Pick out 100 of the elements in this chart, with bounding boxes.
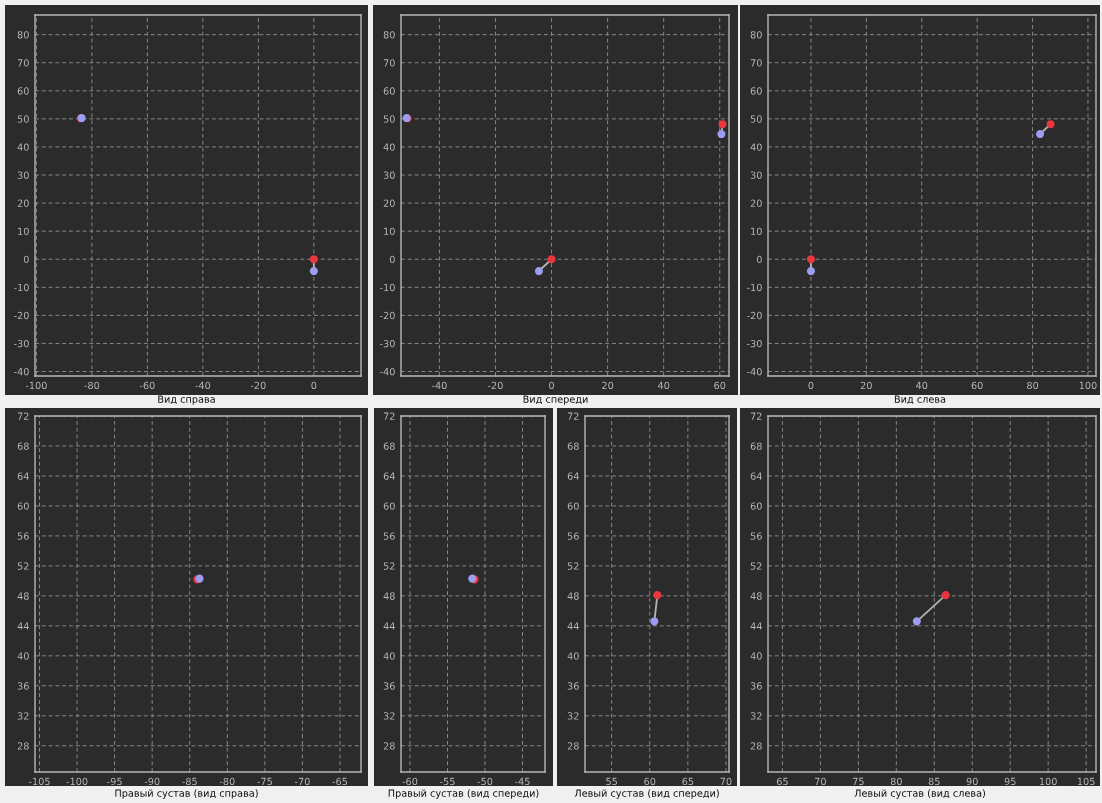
y-tick-label: 40	[567, 652, 579, 660]
y-tick-label: -10	[14, 283, 29, 292]
y-tick-label: 40	[17, 143, 29, 151]
y-tick-label: 60	[17, 87, 29, 95]
y-tick-label: 30	[750, 171, 762, 179]
y-tick-label: 52	[17, 562, 29, 570]
y-tick-label: 40	[17, 652, 29, 660]
x-tick-label: 105	[1077, 777, 1095, 786]
x-tick-label: 55	[606, 777, 617, 786]
x-tick-label: -90	[144, 777, 160, 786]
point	[806, 255, 815, 264]
x-tick-label: -75	[257, 777, 272, 786]
x-tick-label: 65	[776, 777, 788, 786]
x-tick-label: 80	[890, 777, 902, 786]
x-tick-label: -60	[402, 777, 418, 786]
x-tick-label: 0	[311, 381, 317, 390]
x-axis-title: Левый сустав (вид спереди)	[574, 789, 719, 799]
y-tick-label: 20	[17, 199, 29, 207]
y-tick-label: 50	[17, 115, 29, 123]
y-tick-label: 56	[567, 532, 579, 540]
x-tick-label: 70	[815, 777, 826, 786]
y-tick-label: 40	[383, 652, 395, 660]
y-tick-label: -30	[14, 339, 29, 348]
y-tick-label: 20	[383, 199, 395, 207]
y-tick-label: 70	[750, 59, 762, 67]
y-tick-label: 64	[383, 472, 395, 480]
x-tick-label: -20	[488, 381, 503, 390]
x-tick-label: 60	[644, 777, 656, 786]
y-tick-label: 68	[750, 442, 762, 450]
y-tick-label: 64	[567, 472, 579, 480]
y-tick-label: 32	[383, 712, 395, 720]
y-tick-label: -20	[380, 311, 395, 320]
y-tick-label: 70	[383, 59, 395, 67]
x-tick-label: -85	[182, 777, 197, 786]
y-tick-label: -10	[747, 283, 762, 292]
y-tick-label: 40	[750, 143, 762, 151]
y-tick-label: 28	[17, 742, 29, 750]
y-tick-label: 0	[756, 255, 762, 264]
x-tick-label: 90	[966, 777, 978, 786]
y-tick-label: 44	[750, 622, 762, 630]
y-tick-label: 60	[750, 502, 762, 510]
x-tick-label: -80	[84, 381, 100, 390]
x-tick-label: 0	[549, 381, 554, 390]
point	[718, 120, 727, 129]
y-tick-label: -30	[380, 339, 395, 348]
y-tick-label: 52	[567, 562, 579, 570]
x-tick-label: 0	[808, 381, 814, 390]
y-tick-label: 56	[750, 532, 762, 540]
y-tick-label: 60	[383, 87, 395, 95]
y-tick-label: -20	[14, 311, 29, 320]
x-tick-label: -45	[515, 777, 530, 786]
y-tick-label: 44	[383, 622, 395, 630]
y-tick-label: 0	[23, 255, 29, 264]
y-tick-label: 36	[383, 682, 395, 690]
y-tick-label: 48	[383, 592, 395, 600]
y-tick-label: 48	[750, 592, 762, 600]
y-tick-label: 64	[750, 472, 762, 480]
y-tick-label: 44	[17, 622, 29, 630]
y-tick-label: 72	[567, 412, 579, 420]
y-tick-label: 28	[567, 742, 579, 750]
y-tick-label: 44	[567, 622, 579, 630]
x-tick-label: 70	[720, 777, 732, 786]
y-tick-label: 30	[383, 171, 395, 179]
y-tick-label: 68	[567, 442, 579, 450]
point	[547, 255, 556, 264]
x-tick-label: 95	[1004, 777, 1016, 786]
x-tick-label: -100	[66, 777, 88, 786]
y-tick-label: -40	[380, 367, 395, 376]
point	[806, 266, 815, 276]
x-tick-label: 40	[657, 381, 670, 390]
y-tick-label: 70	[17, 59, 29, 67]
y-tick-label: 56	[17, 532, 29, 540]
x-tick-label: 100	[1039, 777, 1057, 786]
x-tick-label: -55	[440, 777, 455, 786]
y-tick-label: 56	[383, 532, 395, 540]
x-tick-label: 75	[852, 777, 864, 786]
y-tick-label: -20	[747, 311, 762, 320]
y-tick-label: 72	[383, 412, 395, 420]
y-tick-label: 30	[17, 171, 29, 179]
y-tick-label: 32	[750, 712, 762, 720]
x-tick-label: -40	[195, 381, 211, 390]
x-tick-label: -60	[139, 381, 155, 390]
y-tick-label: 28	[750, 742, 762, 750]
y-tick-label: 52	[383, 562, 395, 570]
y-tick-label: 52	[750, 562, 762, 570]
point	[1046, 120, 1055, 129]
x-tick-label: -105	[28, 777, 50, 786]
x-tick-label: 40	[916, 381, 928, 390]
y-tick-label: 40	[383, 143, 395, 151]
y-tick-label: 32	[17, 712, 29, 720]
y-tick-label: 32	[567, 712, 579, 720]
y-tick-label: 36	[17, 682, 29, 690]
point	[1035, 129, 1045, 139]
x-tick-label: 60	[971, 381, 983, 390]
y-tick-label: 60	[17, 502, 29, 510]
x-axis-title: Левый сустав (вид слева)	[854, 789, 985, 799]
y-tick-label: 10	[384, 227, 395, 235]
x-axis-title: Правый сустав (вид спереди)	[388, 789, 539, 799]
y-tick-label: 68	[17, 442, 29, 450]
y-tick-label: 48	[17, 592, 29, 600]
